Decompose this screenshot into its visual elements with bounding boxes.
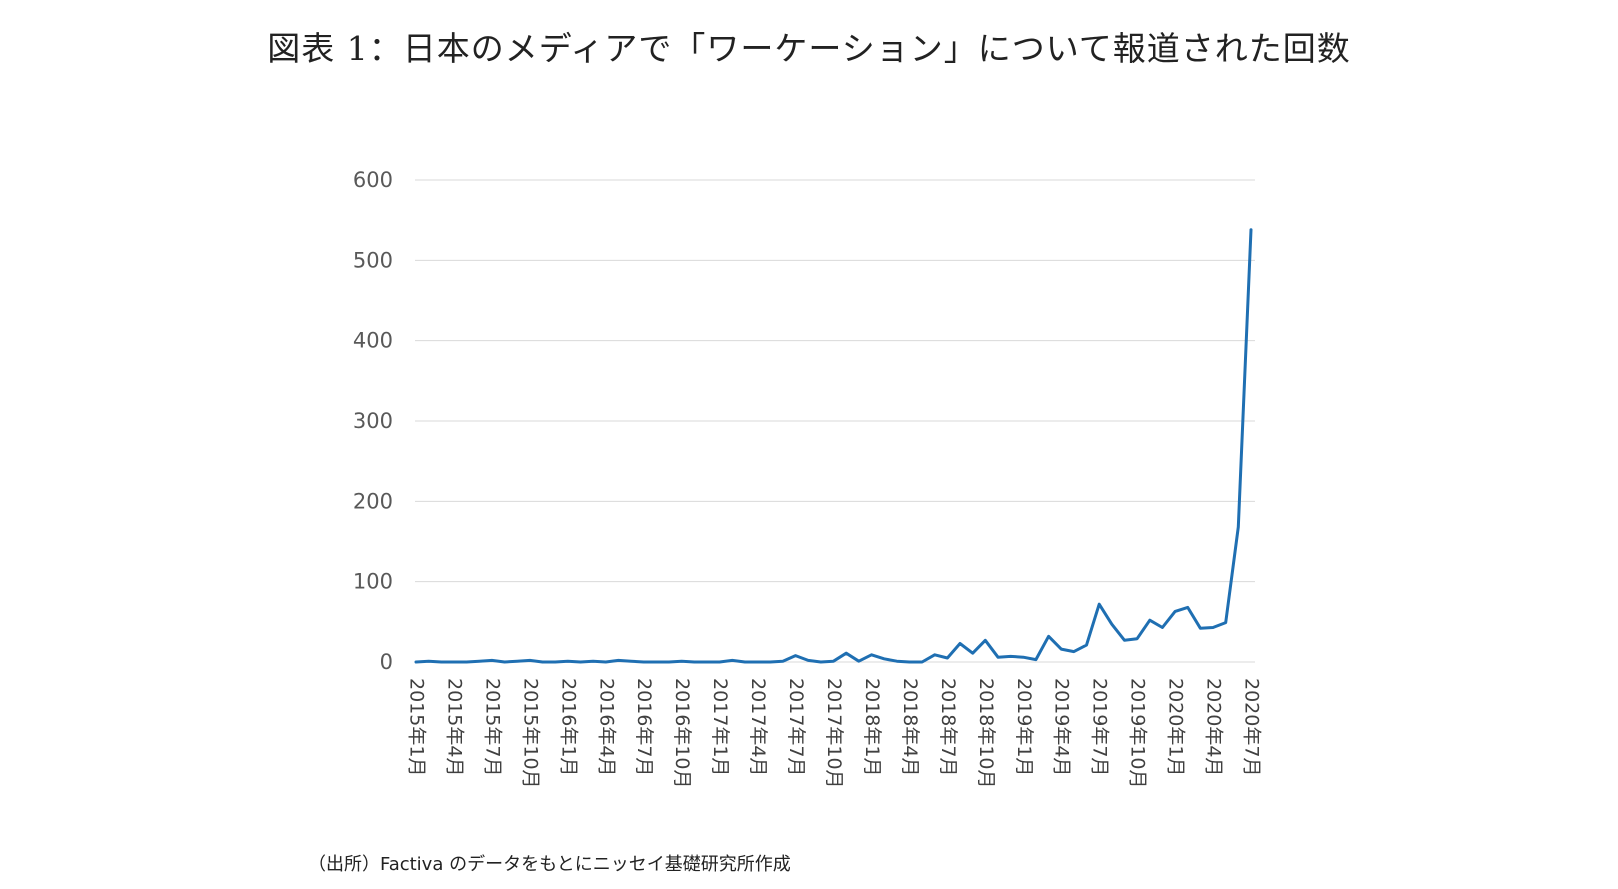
x-tick-label: 2016年1月 xyxy=(557,678,579,776)
y-tick-label: 400 xyxy=(353,329,393,353)
x-tick-label: 2018年10月 xyxy=(975,678,997,789)
x-tick-label: 2020年7月 xyxy=(1241,678,1263,776)
x-tick-label: 2016年7月 xyxy=(633,678,655,776)
y-tick-label: 600 xyxy=(353,168,393,192)
x-tick-label: 2019年4月 xyxy=(1051,678,1073,776)
x-tick-label: 2019年7月 xyxy=(1089,678,1111,776)
x-tick-label: 2015年10月 xyxy=(519,678,541,789)
x-tick-label: 2019年1月 xyxy=(1013,678,1035,776)
x-tick-label: 2018年1月 xyxy=(861,678,883,776)
x-tick-label: 2017年4月 xyxy=(747,678,769,776)
x-tick-label: 2016年4月 xyxy=(595,678,617,776)
x-tick-label: 2019年10月 xyxy=(1127,678,1149,789)
y-tick-label: 100 xyxy=(353,570,393,594)
x-tick-label: 2018年4月 xyxy=(899,678,921,776)
y-tick-label: 0 xyxy=(380,650,393,674)
y-tick-label: 300 xyxy=(353,409,393,433)
y-axis-tick-labels: 0 100 200 300 400 500 600 xyxy=(353,168,393,674)
x-tick-label: 2017年1月 xyxy=(709,678,731,776)
y-tick-label: 500 xyxy=(353,248,393,272)
x-tick-label: 2015年7月 xyxy=(481,678,503,776)
x-tick-label: 2015年1月 xyxy=(406,678,428,776)
series-line-group xyxy=(414,228,1253,664)
x-tick-label: 2017年7月 xyxy=(785,678,807,776)
source-note: （出所）Factiva のデータをもとにニッセイ基礎研究所作成 xyxy=(308,854,791,875)
chart-title: 図表 1：日本のメディアで「ワーケーション」について報道された回数 xyxy=(267,29,1351,68)
x-tick-label: 2020年1月 xyxy=(1165,678,1187,776)
x-axis-tick-labels: 2015年1月 2015年4月 2015年7月 2015年10月 2016年1月 2016… xyxy=(406,678,1263,789)
x-tick-label: 2017年10月 xyxy=(823,678,845,789)
series-line xyxy=(414,228,1253,664)
x-tick-label: 2016年10月 xyxy=(671,678,693,789)
x-tick-label: 2015年4月 xyxy=(443,678,465,776)
y-tick-label: 200 xyxy=(353,489,393,513)
x-tick-label: 2018年7月 xyxy=(937,678,959,776)
gridlines xyxy=(415,179,1255,663)
x-tick-label: 2020年4月 xyxy=(1203,678,1225,776)
